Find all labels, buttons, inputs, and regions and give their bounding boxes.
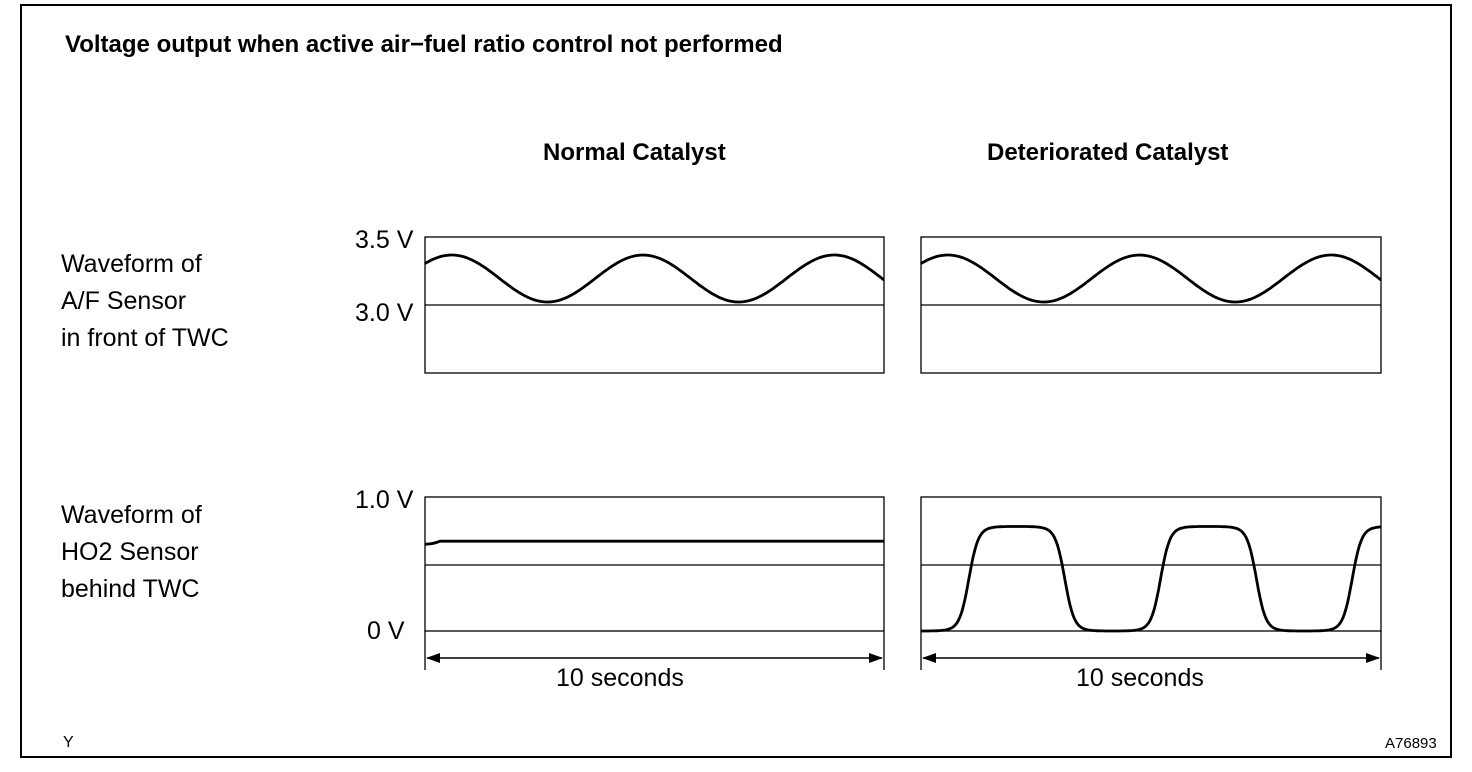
ho2-normal-plot-box bbox=[424, 496, 885, 632]
af-normal-waveform bbox=[424, 253, 885, 304]
corner-label-left: Y bbox=[63, 734, 74, 751]
row-label-line: HO2 Sensor bbox=[61, 538, 199, 566]
column-header-normal: Normal Catalyst bbox=[543, 139, 726, 166]
figure-title: Voltage output when active air−fuel rati… bbox=[65, 31, 783, 58]
ho2-deteriorated-waveform bbox=[921, 525, 1382, 633]
row-label-af-sensor: Waveform of A/F Sensor in front of TWC bbox=[61, 246, 229, 357]
ho2-normal-waveform bbox=[424, 539, 884, 546]
row-label-line: Waveform of bbox=[61, 501, 202, 529]
row-label-line: in front of TWC bbox=[61, 324, 229, 352]
voltage-label-3-0: 3.0 V bbox=[355, 299, 414, 327]
row-label-line: behind TWC bbox=[61, 575, 200, 603]
row-label-ho2-sensor: Waveform of HO2 Sensor behind TWC bbox=[61, 497, 202, 608]
af-deteriorated-waveform bbox=[920, 253, 1382, 304]
voltage-label-3-5: 3.5 V bbox=[355, 226, 414, 254]
row-label-line: A/F Sensor bbox=[61, 287, 187, 315]
row-label-line: Waveform of bbox=[61, 250, 202, 278]
figure-frame bbox=[20, 4, 1452, 758]
voltage-label-0: 0 V bbox=[367, 617, 405, 645]
voltage-label-1-0: 1.0 V bbox=[355, 486, 414, 514]
time-span-label-deteriorated: 10 seconds bbox=[1076, 664, 1204, 692]
time-span-label-normal: 10 seconds bbox=[556, 664, 684, 692]
figure-code: A76893 bbox=[1385, 735, 1437, 752]
column-header-deteriorated: Deteriorated Catalyst bbox=[987, 139, 1229, 166]
ho2-deteriorated-plot-box bbox=[920, 496, 1382, 632]
